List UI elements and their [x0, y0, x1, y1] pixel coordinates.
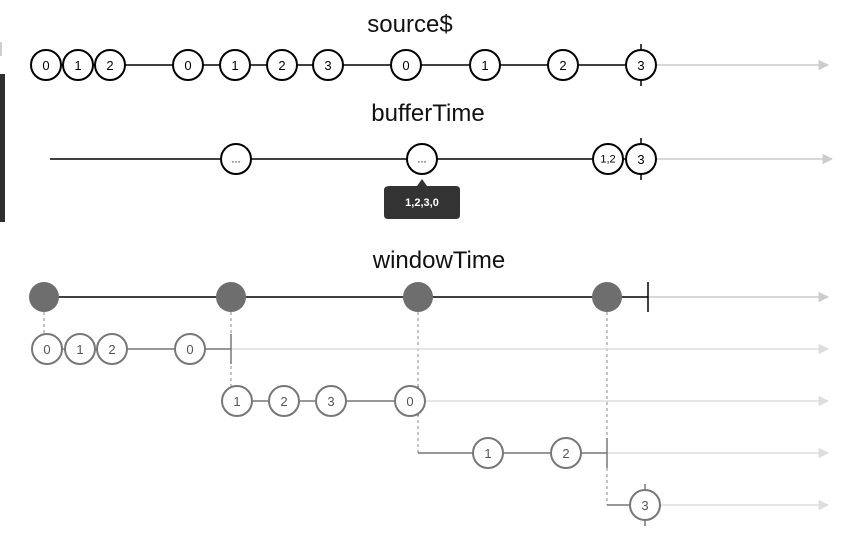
window-marble-label: 2 [562, 446, 569, 461]
source-marble-circle [94, 49, 126, 81]
window-marble-circle [96, 333, 128, 365]
buffer-marble: ... [220, 143, 252, 175]
window-marble-label: 2 [280, 394, 287, 409]
buffer-marble-circle [220, 143, 252, 175]
source-marble: 3 [312, 49, 344, 81]
window-marble-label: 3 [641, 498, 648, 513]
window-marble-circle [550, 437, 582, 469]
source-marble: 3 [625, 49, 657, 81]
left-edge-fragment [0, 42, 2, 56]
source-marble-circle [547, 49, 579, 81]
window-marble-label: 1 [76, 342, 83, 357]
window-marble-circle [64, 333, 96, 365]
window-marble: 0 [174, 333, 206, 365]
window-marble-label: 0 [186, 342, 193, 357]
buffer-marble-circle [592, 143, 624, 175]
window-marble: 2 [96, 333, 128, 365]
window-open-dot [403, 282, 433, 312]
tooltip-text: 1,2,3,0 [405, 197, 439, 209]
source-marble-label: 3 [637, 58, 644, 73]
window-marble-label: 1 [484, 446, 491, 461]
window-marble: 1 [221, 385, 253, 417]
source-marble-label: 0 [42, 58, 49, 73]
window-marble-circle [31, 333, 63, 365]
source-marble-label: 0 [184, 58, 191, 73]
window-marble-label: 2 [108, 342, 115, 357]
source-marble: 1 [219, 49, 251, 81]
buffer-marble: ... [406, 143, 438, 175]
window-marble: 0 [394, 385, 426, 417]
source-marble-label: 2 [106, 58, 113, 73]
source-marble-label: 2 [559, 58, 566, 73]
source-marble-circle [30, 49, 62, 81]
window-marble-circle [472, 437, 504, 469]
source-marble-circle [62, 49, 94, 81]
buffer-timeline: ...... 1,2 3 1,2,3,0 [50, 138, 834, 219]
source-marble: 2 [547, 49, 579, 81]
buffer-marble: 3 [625, 143, 657, 175]
window-marble: 0 [31, 333, 63, 365]
source-marble-circle [172, 49, 204, 81]
window-marble: 3 [315, 385, 347, 417]
source-marble-label: 1 [231, 58, 238, 73]
source-marble-label: 2 [278, 58, 285, 73]
source-marble-circle [625, 49, 657, 81]
window-marble-circle [629, 489, 661, 521]
buffer-marbles: ...... 1,2 3 [220, 143, 657, 175]
source-marble: 0 [30, 49, 62, 81]
source-marble: 2 [266, 49, 298, 81]
source-marble-circle [469, 49, 501, 81]
window-marble-label: 1 [233, 394, 240, 409]
window-timeline: 0 1 2 0 1 2 3 0 1 2 3 [29, 282, 830, 526]
window-marble-label: 0 [43, 342, 50, 357]
buffer-marble-label: 3 [637, 152, 644, 167]
window-marble-circle [174, 333, 206, 365]
window-open-dot [592, 282, 622, 312]
source-title: source$ [367, 11, 452, 38]
window-marble-circle [394, 385, 426, 417]
source-marble-circle [219, 49, 251, 81]
buffer-tooltip: 1,2,3,0 [384, 179, 460, 219]
window-marble-label: 3 [327, 394, 334, 409]
source-marble-circle [390, 49, 422, 81]
source-marbles: 0 1 2 0 1 2 3 0 1 2 3 [30, 49, 657, 81]
window-marble-circle [315, 385, 347, 417]
buffer-marble: 1,2 [592, 143, 624, 175]
source-marble: 1 [62, 49, 94, 81]
source-timeline: 0 1 2 0 1 2 3 0 1 2 3 [30, 44, 830, 86]
source-marble-label: 1 [74, 58, 81, 73]
buffertime-title: bufferTime [371, 100, 484, 127]
source-marble-circle [266, 49, 298, 81]
window-marble: 3 [629, 489, 661, 521]
window-marble: 2 [550, 437, 582, 469]
window-open-dot [29, 282, 59, 312]
window-marble-label: 0 [406, 394, 413, 409]
buffer-marble-label: ... [231, 154, 240, 166]
source-marble: 0 [172, 49, 204, 81]
window-marble: 2 [268, 385, 300, 417]
window-marble: 1 [64, 333, 96, 365]
windowtime-title: windowTime [372, 247, 505, 274]
buffer-marble-label: ... [417, 154, 426, 166]
buffer-marble-circle [625, 143, 657, 175]
buffer-marble-label: 1,2 [600, 154, 615, 166]
source-marble-label: 0 [402, 58, 409, 73]
source-marble: 2 [94, 49, 126, 81]
window-marbles: 0 1 2 0 1 2 3 0 1 2 3 [31, 333, 661, 521]
source-marble-label: 3 [324, 58, 331, 73]
buffer-marble-circle [406, 143, 438, 175]
source-marble: 0 [390, 49, 422, 81]
source-marble: 1 [469, 49, 501, 81]
tooltip-bubble [384, 179, 460, 219]
window-marble: 1 [472, 437, 504, 469]
source-marble-label: 1 [481, 58, 488, 73]
source-marble-circle [312, 49, 344, 81]
window-marble-circle [221, 385, 253, 417]
window-open-dot [216, 282, 246, 312]
window-marble-circle [268, 385, 300, 417]
left-edge-panel [0, 74, 5, 222]
